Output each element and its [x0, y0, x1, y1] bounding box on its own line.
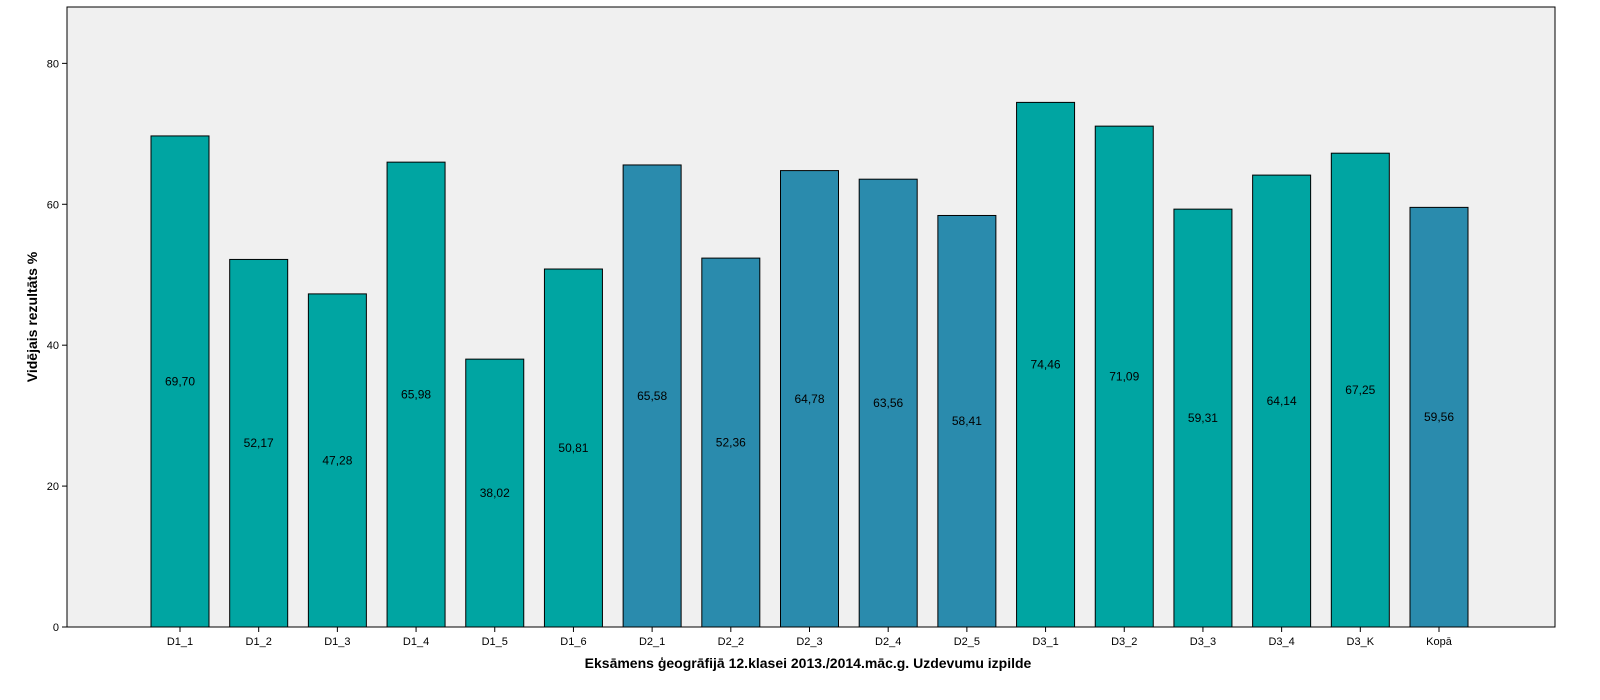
- x-tick-label: D1_5: [482, 636, 508, 648]
- data-label: 58,41: [952, 414, 982, 428]
- x-tick-label: D1_1: [167, 636, 193, 648]
- x-tick-label: D2_3: [796, 636, 822, 648]
- x-tick-label: D3_4: [1268, 636, 1294, 648]
- data-label: 63,56: [873, 396, 903, 410]
- x-tick-label: D2_2: [718, 636, 744, 648]
- y-tick-label: 20: [47, 481, 59, 493]
- y-tick-label: 0: [53, 622, 59, 634]
- data-label: 59,56: [1424, 410, 1454, 424]
- x-tick-label: D2_1: [639, 636, 665, 648]
- x-tick-label: D1_3: [324, 636, 350, 648]
- chart-container: 0 20 40 60 80 D1_1 D1_2 D1_3 D1_4 D1_5 D1_6 D2_1 D2…: [0, 0, 1600, 700]
- data-label: 65,98: [401, 388, 431, 402]
- data-label: 38,02: [480, 486, 510, 500]
- x-tick-label: D3_1: [1032, 636, 1058, 648]
- data-label: 59,31: [1188, 411, 1218, 425]
- x-tick-label: D1_4: [403, 636, 429, 648]
- x-tick-label: D3_3: [1190, 636, 1216, 648]
- data-label: 50,81: [558, 441, 588, 455]
- y-tick-label: 60: [47, 199, 59, 211]
- data-label: 47,28: [322, 453, 352, 467]
- data-label: 52,17: [244, 436, 274, 450]
- bar-chart: 0 20 40 60 80 D1_1 D1_2 D1_3 D1_4 D1_5 D1_6 D2_1 D2…: [0, 0, 1600, 700]
- data-label: 64,78: [794, 392, 824, 406]
- y-axis: 0 20 40 60 80: [47, 58, 67, 634]
- y-tick-label: 40: [47, 340, 59, 352]
- x-tick-label: D3_2: [1111, 636, 1137, 648]
- x-tick-label: D2_4: [875, 636, 901, 648]
- x-tick-label: D1_6: [560, 636, 586, 648]
- x-axis-title: Eksāmens ģeogrāfijā 12.klasei 2013./2014…: [585, 655, 1032, 671]
- x-tick-label: D2_5: [954, 636, 980, 648]
- x-axis: D1_1 D1_2 D1_3 D1_4 D1_5 D1_6 D2_1 D2_2 D2_3 D2_4…: [167, 627, 1453, 648]
- data-label: 64,14: [1267, 394, 1297, 408]
- data-label: 69,70: [165, 374, 195, 388]
- data-label: 74,46: [1031, 358, 1061, 372]
- x-tick-label: D1_2: [246, 636, 272, 648]
- data-label: 52,36: [716, 436, 746, 450]
- data-label: 65,58: [637, 389, 667, 403]
- data-label: 67,25: [1345, 383, 1375, 397]
- x-tick-label: D3_K: [1347, 636, 1375, 648]
- y-axis-title: Vidējais rezultāts %: [24, 251, 40, 382]
- y-tick-label: 80: [47, 58, 59, 70]
- x-tick-label: Kopā: [1426, 636, 1453, 648]
- data-label: 71,09: [1109, 370, 1139, 384]
